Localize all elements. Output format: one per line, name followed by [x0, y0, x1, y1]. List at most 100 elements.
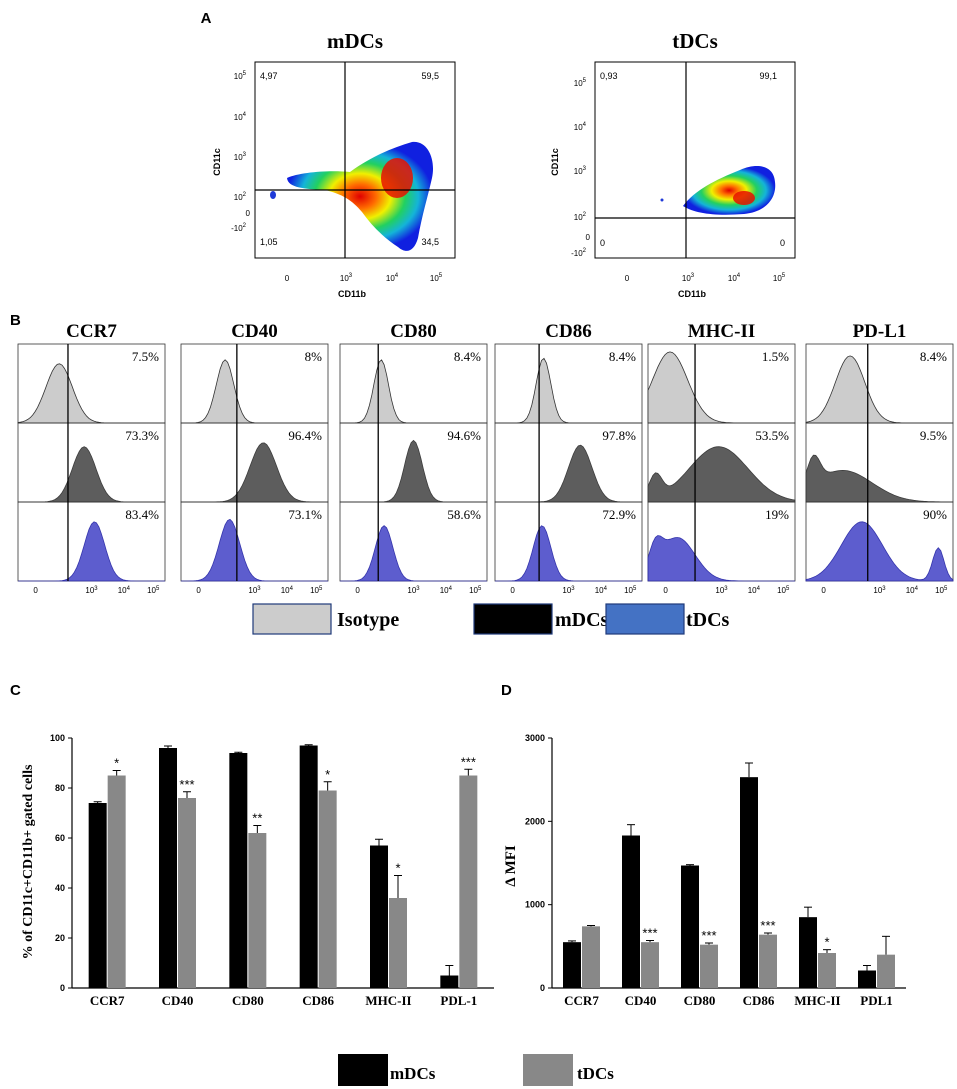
histogram-column-cd40: CD40 8% 96.4% 73.1% 0 103 104 105	[180, 321, 329, 595]
histogram-column-cd80: CD80 8.4% 94.6% 58.6% 0 103 104 105	[339, 321, 488, 595]
y-tick-label: 105	[574, 78, 587, 88]
y-tick-label: 60	[55, 833, 65, 843]
x-tick-label: 104	[748, 586, 761, 595]
x-tick-label: 104	[386, 273, 399, 283]
y-tick-label: 0	[246, 209, 251, 218]
histogram-tdc-curve	[340, 525, 487, 582]
density-population	[287, 141, 434, 251]
x-axis-label: CD11b	[338, 289, 367, 299]
x-tick-label: 104	[595, 586, 608, 595]
bar-tdcs	[248, 833, 267, 988]
quadrant-value: 59,5	[421, 71, 439, 81]
x-tick-label: 103	[407, 586, 420, 595]
y-axis-label: CD11c	[550, 148, 560, 176]
x-tick-label: 104	[906, 586, 919, 595]
density-core	[733, 191, 755, 205]
histogram-tdc-curve	[495, 525, 642, 582]
y-tick-label: 102	[234, 192, 247, 202]
bar-chart-d: 0 1000 2000 3000 CCR7 CD40 *** CD80 *** CD86 *** MH…	[525, 733, 906, 1008]
y-tick-label: 0	[60, 983, 65, 993]
significance-marker: ***	[461, 754, 476, 769]
y-tick-label: 105	[234, 71, 247, 81]
bar-tdcs	[178, 798, 196, 988]
flow-plot-frame	[594, 61, 796, 259]
gate-percentage: 19%	[765, 507, 789, 522]
x-tick-labels: 0 103 104 105	[285, 273, 443, 283]
bar-tdcs	[459, 775, 478, 988]
x-tick-label: 105	[469, 586, 482, 595]
significance-marker: ***	[642, 926, 657, 941]
bar-chart-c: 0 20 40 60 80 100 CCR7 * CD40 *** CD80 ** CD86 * MHC-I…	[50, 733, 494, 1008]
x-tick-label: 105	[773, 273, 786, 283]
panel-label-a: A	[201, 10, 212, 27]
x-tick-label: MHC-II	[794, 993, 840, 1008]
bar-tdcs	[582, 926, 600, 988]
gate-percentage: 8.4%	[454, 349, 481, 364]
gate-percentage: 58.6%	[447, 507, 481, 522]
significance-marker: *	[114, 756, 119, 771]
histogram-mdc-curve	[18, 446, 165, 503]
marker-title: CCR7	[66, 321, 117, 342]
quadrant-value: 0	[600, 238, 605, 248]
y-tick-label: 2000	[525, 816, 545, 826]
y-tick-labels: -102 0 102 103 104 105	[571, 78, 590, 258]
x-tick-label: 103	[715, 586, 728, 595]
bar-tdcs	[107, 775, 126, 988]
flow-plot-title: tDCs	[672, 29, 718, 53]
panel-label-c: C	[10, 682, 21, 699]
y-tick-label: 100	[50, 733, 65, 743]
x-tick-label: 103	[873, 586, 886, 595]
histogram-column-mhc-ii: MHC-II 1.5% 53.5% 19% 0 103 104 105	[647, 321, 796, 595]
legend-label-mdc: mDCs	[390, 1064, 436, 1083]
gate-percentage: 73.1%	[288, 507, 322, 522]
gate-percentage: 53.5%	[755, 428, 789, 443]
legend-swatch-mdc	[473, 603, 553, 635]
bar-tdcs	[877, 954, 895, 988]
density-outlier	[660, 198, 664, 202]
histogram-iso-curve	[181, 359, 328, 424]
x-tick-label: 0	[821, 586, 826, 595]
bar-tdcs	[389, 898, 407, 988]
x-tick-label: 104	[728, 273, 741, 283]
quadrant-value: 0,93	[600, 71, 618, 81]
x-tick-label: 104	[440, 586, 453, 595]
histogram-mdc-curve	[647, 446, 796, 503]
x-tick-label: CD80	[232, 993, 264, 1008]
histogram-tdc-curve	[805, 521, 954, 582]
histogram-legend: Isotype mDCs tDCs	[252, 603, 730, 635]
x-tick-label: MHC-II	[365, 993, 411, 1008]
x-tick-label: 103	[340, 273, 353, 283]
y-tick-label: 103	[574, 166, 587, 176]
legend-label-tdc: tDCs	[577, 1064, 614, 1083]
y-tick-label: 102	[574, 212, 587, 222]
flow-plot-title: mDCs	[327, 29, 383, 53]
bar-mdcs	[440, 975, 459, 988]
x-tick-label: 0	[33, 586, 38, 595]
histogram-iso-curve	[805, 355, 953, 424]
histogram-column-ccr7: CCR7 7.5% 73.3% 83.4% 0 103 104 105	[17, 321, 166, 595]
histogram-iso-curve	[495, 357, 642, 424]
bar-mdcs	[799, 917, 817, 988]
histogram-iso-curve	[340, 359, 487, 424]
density-population	[683, 166, 776, 215]
significance-marker: *	[824, 935, 829, 950]
bar-tdcs	[700, 944, 718, 988]
x-tick-label: CCR7	[90, 993, 125, 1008]
significance-marker: *	[395, 861, 400, 876]
x-tick-label: CD86	[743, 993, 775, 1008]
y-tick-label: 3000	[525, 733, 545, 743]
x-tick-label: 104	[118, 586, 131, 595]
x-tick-label: 103	[682, 273, 695, 283]
significance-marker: **	[252, 811, 262, 826]
x-tick-label: 105	[147, 586, 160, 595]
y-axis-label: CD11c	[212, 148, 222, 176]
y-tick-labels: -102 0 102 103 104 105	[231, 71, 250, 233]
gate-percentage: 90%	[923, 507, 947, 522]
gate-percentage: 72.9%	[602, 507, 636, 522]
legend-label-mdc: mDCs	[555, 609, 609, 631]
significance-marker: ***	[179, 777, 194, 792]
histogram-mdc-curve	[181, 442, 328, 503]
significance-marker: ***	[760, 918, 775, 933]
significance-marker: *	[325, 767, 330, 782]
